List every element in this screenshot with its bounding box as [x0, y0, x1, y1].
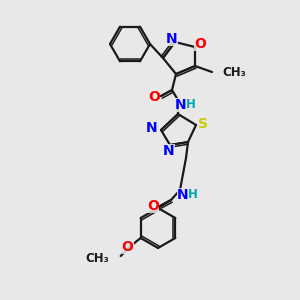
Text: O: O — [194, 37, 206, 51]
Text: CH₃: CH₃ — [85, 251, 109, 265]
Text: H: H — [186, 98, 196, 110]
Text: O: O — [122, 240, 134, 254]
Text: N: N — [163, 144, 175, 158]
Text: O: O — [148, 90, 160, 104]
Text: H: H — [188, 188, 198, 200]
Text: O: O — [147, 199, 159, 213]
Text: N: N — [175, 98, 187, 112]
Text: N: N — [146, 121, 158, 135]
Text: N: N — [177, 188, 189, 202]
Text: N: N — [166, 32, 178, 46]
Text: S: S — [198, 117, 208, 131]
Text: CH₃: CH₃ — [222, 67, 246, 80]
